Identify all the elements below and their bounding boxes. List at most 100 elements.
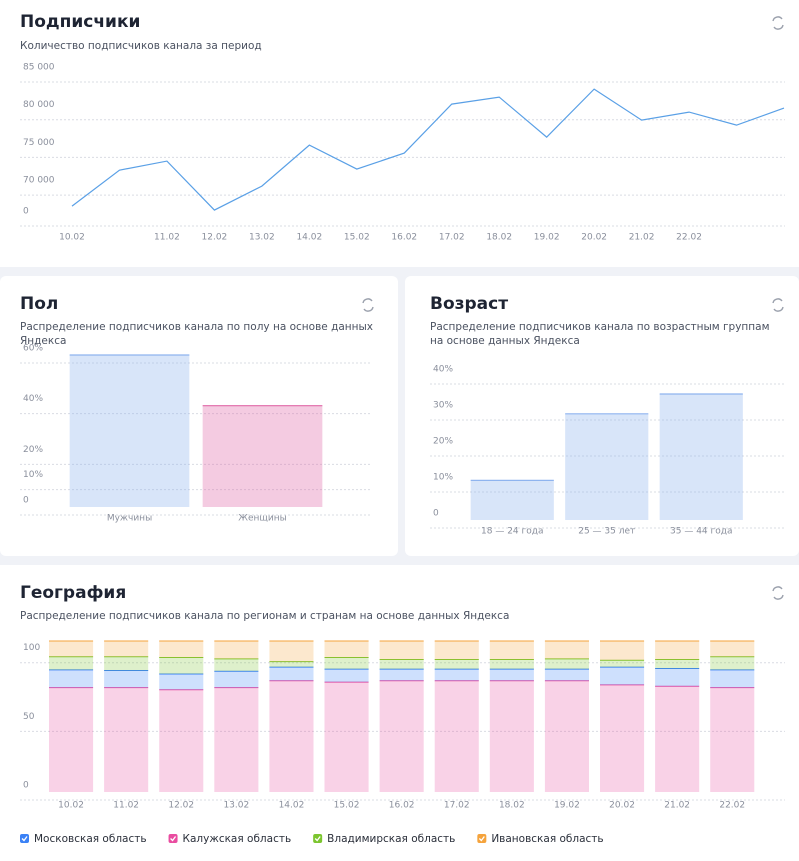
bar-segment (544, 658, 589, 670)
bar-segment (104, 656, 149, 671)
y-tick-label: 75 000 (23, 138, 55, 148)
x-tick-label: 16.02 (389, 801, 415, 811)
x-tick-label: 11.02 (113, 801, 139, 811)
bar-segment (104, 670, 149, 688)
bar-segment (214, 671, 259, 688)
panel-title: География (20, 583, 126, 603)
text-line: Распределение подписчиков канала по полу… (20, 321, 373, 333)
bar-segment (710, 641, 755, 657)
bar (470, 480, 554, 520)
legend-label: Московская область (34, 833, 147, 845)
panel-title: Пол (20, 294, 58, 314)
bar (659, 394, 743, 520)
bar-segment (324, 657, 369, 670)
card (0, 565, 799, 861)
y-tick-label: 85 000 (23, 63, 55, 73)
y-tick-label: 100 (23, 643, 40, 653)
legend-checkbox[interactable] (477, 834, 487, 843)
bar-segment (544, 641, 589, 659)
bar-segment (600, 641, 645, 661)
bar-segment (49, 656, 94, 670)
bar-segment (655, 659, 700, 669)
legend-checkbox[interactable] (168, 834, 178, 843)
y-tick-label: 0 (23, 496, 29, 506)
x-tick-label: 14.02 (279, 801, 305, 811)
x-tick-label: Мужчины (107, 514, 152, 524)
bar-segment (710, 687, 755, 792)
bar-segment (324, 682, 369, 792)
x-tick-label: 13.02 (249, 233, 275, 243)
bar-segment (49, 687, 94, 792)
y-tick-label: 60% (23, 344, 43, 354)
panel-subtitle: Распределение подписчиков канала по реги… (20, 610, 509, 622)
bar-segment (655, 668, 700, 687)
panel-title: Возраст (430, 294, 508, 314)
card (0, 276, 398, 556)
bar-segment (710, 656, 755, 670)
panel-subtitle: Распределение подписчиков канала по полу… (20, 321, 373, 347)
x-tick-label: 20.02 (581, 233, 607, 243)
text-line: Яндекса (20, 335, 66, 347)
legend-item[interactable]: Калужская область (168, 833, 292, 845)
x-tick-label: 22.02 (676, 233, 702, 243)
bar-segment (379, 641, 424, 660)
y-tick-label: 10% (23, 470, 43, 480)
bar-segment (600, 684, 645, 792)
y-tick-label: 10% (433, 473, 453, 483)
x-tick-label: 17.02 (439, 233, 465, 243)
y-tick-label: 70 000 (23, 176, 55, 186)
bar-segment (710, 669, 755, 688)
y-tick-label: 50 (23, 712, 35, 722)
x-tick-label: 21.02 (664, 801, 690, 811)
legend-item[interactable]: Владимирская область (313, 833, 455, 845)
bar-segment (269, 661, 314, 668)
check (21, 836, 28, 842)
x-tick-label: 18 — 24 года (481, 527, 543, 537)
x-tick-label: 10.02 (59, 233, 85, 243)
bar-segment (544, 669, 589, 681)
bar-segment (324, 669, 369, 683)
refresh-icon[interactable] (362, 298, 374, 312)
legend-checkbox[interactable] (20, 834, 29, 843)
bar-segment (214, 658, 259, 672)
bar-segment (434, 641, 479, 660)
x-tick-label: 15.02 (334, 801, 360, 811)
bar-segment (159, 673, 204, 690)
legend-label: Ивановская область (491, 833, 603, 845)
card (405, 276, 799, 556)
y-tick-label: 20% (23, 445, 43, 455)
x-tick-label: 12.02 (202, 233, 228, 243)
bar-segment (159, 657, 204, 674)
x-tick-label: 22.02 (719, 801, 745, 811)
card (0, 0, 799, 267)
x-tick-label: 20.02 (609, 801, 635, 811)
legend-checkbox[interactable] (313, 834, 323, 843)
x-tick-label: 13.02 (223, 801, 249, 811)
refresh-icons (362, 16, 784, 600)
bar-segment (489, 680, 534, 792)
bar-segment (269, 667, 314, 681)
refresh-icon[interactable] (772, 298, 784, 312)
bar-segment (49, 669, 94, 688)
text-line: Распределение подписчиков канала по возр… (430, 321, 770, 333)
bar (69, 355, 190, 507)
check (314, 836, 321, 842)
refresh-icon[interactable] (772, 586, 784, 600)
line (71, 88, 785, 211)
x-tick-label: 12.02 (168, 801, 194, 811)
x-tick-label: 21.02 (629, 233, 655, 243)
refresh-icon[interactable] (772, 16, 784, 30)
y-tick-label: 0 (23, 207, 29, 217)
bar-segment (489, 641, 534, 660)
bar-segment (434, 680, 479, 792)
y-tick-label: 0 (23, 781, 29, 791)
x-tick-label: 25 — 35 лет (578, 527, 635, 537)
bar (202, 405, 323, 507)
legend-item[interactable]: Московская область (20, 833, 147, 845)
x-tick-label: 11.02 (154, 233, 180, 243)
x-tick-label: 19.02 (554, 801, 580, 811)
x-tick-label: 14.02 (296, 233, 322, 243)
legend-item[interactable]: Ивановская область (477, 833, 604, 845)
panel-subtitle: Количество подписчиков канала за период (20, 40, 262, 52)
y-tick-label: 20% (433, 437, 453, 447)
